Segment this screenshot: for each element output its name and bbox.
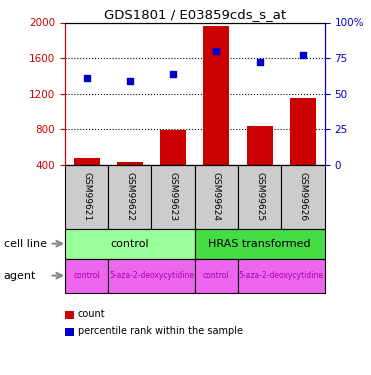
Bar xyxy=(65,259,108,292)
Text: GSM99624: GSM99624 xyxy=(212,172,221,221)
Bar xyxy=(151,165,195,228)
Point xyxy=(170,70,176,76)
Text: control: control xyxy=(73,271,100,280)
Bar xyxy=(108,165,151,228)
Point xyxy=(300,52,306,58)
Text: agent: agent xyxy=(4,271,36,280)
Text: GSM99622: GSM99622 xyxy=(125,172,134,221)
Bar xyxy=(195,259,238,292)
Bar xyxy=(203,26,229,165)
Bar xyxy=(238,259,325,292)
Bar xyxy=(160,130,186,165)
Text: GSM99625: GSM99625 xyxy=(255,172,264,221)
Bar xyxy=(195,228,325,259)
Text: 5-aza-2-deoxycytidine: 5-aza-2-deoxycytidine xyxy=(109,271,194,280)
Bar xyxy=(65,228,195,259)
Point xyxy=(213,48,219,54)
Bar xyxy=(290,98,316,165)
Point xyxy=(127,78,133,84)
Text: GSM99626: GSM99626 xyxy=(299,172,308,221)
Text: 5-aza-2-deoxycytidine: 5-aza-2-deoxycytidine xyxy=(239,271,324,280)
Text: HRAS transformed: HRAS transformed xyxy=(209,238,311,249)
Text: GSM99621: GSM99621 xyxy=(82,172,91,221)
Title: GDS1801 / E03859cds_s_at: GDS1801 / E03859cds_s_at xyxy=(104,8,286,21)
Text: percentile rank within the sample: percentile rank within the sample xyxy=(78,326,243,336)
Bar xyxy=(281,165,325,228)
Text: cell line: cell line xyxy=(4,238,47,249)
Bar xyxy=(195,165,238,228)
Bar xyxy=(117,162,143,165)
Bar xyxy=(247,126,273,165)
Bar xyxy=(108,259,195,292)
Point xyxy=(257,59,263,65)
Text: GSM99623: GSM99623 xyxy=(169,172,178,221)
Bar xyxy=(238,165,281,228)
Text: count: count xyxy=(78,309,105,319)
Bar xyxy=(73,158,99,165)
Text: control: control xyxy=(203,271,230,280)
Point xyxy=(83,75,89,81)
Text: control: control xyxy=(111,238,149,249)
Bar xyxy=(65,165,108,228)
